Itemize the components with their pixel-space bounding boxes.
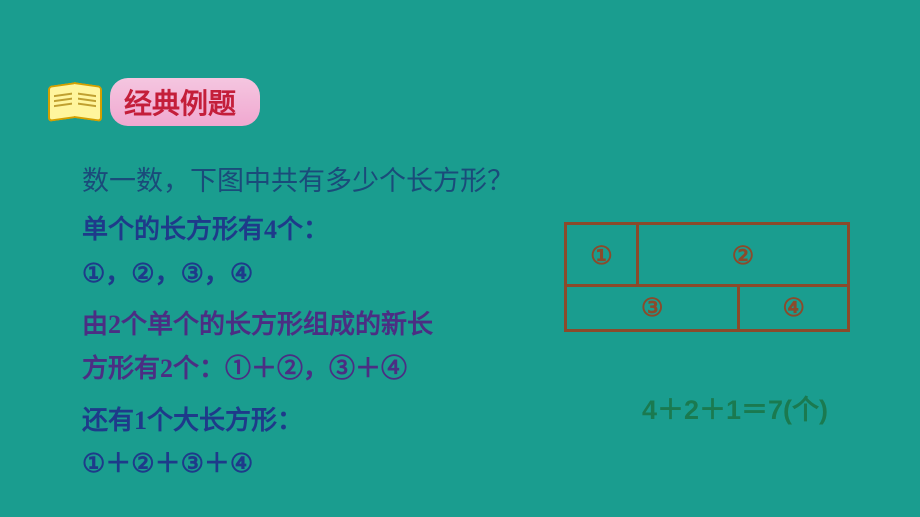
diagram-row2: ③ ④ [567,284,847,329]
rectangle-diagram: ① ② ③ ④ [564,222,850,332]
content-block: 数一数，下图中共有多少个长方形？ 单个的长方形有4个： ①，②，③，④ 由2个单… [82,160,514,485]
answer-text: 4＋2＋1＝7(个) [642,388,828,427]
step3-line2: ①＋②＋③＋④ [82,443,514,485]
step1-line2: ①，②，③，④ [82,253,514,295]
cell-4: ④ [740,287,847,329]
step2-line1: 由2个单个的长方形组成的新长 [82,304,514,346]
step3-line1: 还有1个大长方形： [82,400,514,442]
label-2: ② [732,241,754,271]
step2-line2: 方形有2个：①＋②，③＋④ [82,348,514,390]
section-title: 经典例题 [110,78,260,126]
cell-1: ① [567,225,639,287]
question-text: 数一数，下图中共有多少个长方形？ [82,160,514,203]
book-icon [48,84,102,120]
step1-line1: 单个的长方形有4个： [82,209,514,251]
header: 经典例题 [48,78,260,126]
diagram-row1: ① ② [567,225,847,287]
label-4: ④ [783,293,805,323]
label-3: ③ [641,293,663,323]
label-1: ① [590,241,612,271]
cell-3: ③ [567,287,740,329]
cell-2: ② [639,225,847,287]
